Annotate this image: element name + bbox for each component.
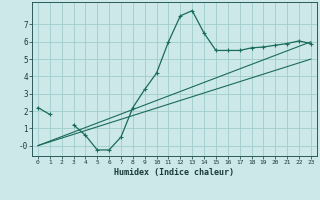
X-axis label: Humidex (Indice chaleur): Humidex (Indice chaleur) — [115, 168, 234, 177]
